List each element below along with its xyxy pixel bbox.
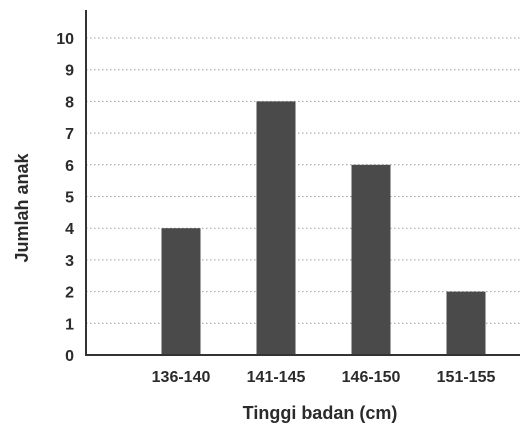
grid-lines [86,37,520,324]
y-tick-label: 1 [65,316,74,333]
y-tick-label: 5 [65,190,74,207]
bar-136-140 [161,228,201,355]
y-tick-label: 0 [65,348,74,365]
y-tick-label: 7 [65,126,74,143]
x-tick-label: 151-155 [437,369,496,386]
y-tick-label: 10 [56,31,74,48]
x-tick-labels: 136-140 141-145 146-150 151-155 [152,369,496,386]
bar-141-145 [256,101,296,356]
x-tick-label: 136-140 [152,369,211,386]
bars [161,101,486,356]
y-tick-label: 4 [65,221,74,238]
bar-146-150 [351,164,391,355]
x-tick-label: 146-150 [342,369,401,386]
y-axis-title: Jumlah anak [12,152,32,262]
x-axis-title: Tinggi badan (cm) [243,403,398,423]
y-tick-label: 2 [65,285,74,302]
y-tick-label: 9 [65,63,74,80]
y-tick-labels: 0 1 2 3 4 5 6 7 8 9 10 [56,31,74,365]
x-tick-label: 141-145 [247,369,306,386]
y-tick-label: 6 [65,158,74,175]
y-tick-label: 3 [65,253,74,270]
y-tick-label: 8 [65,94,74,111]
bar-151-155 [446,291,486,355]
